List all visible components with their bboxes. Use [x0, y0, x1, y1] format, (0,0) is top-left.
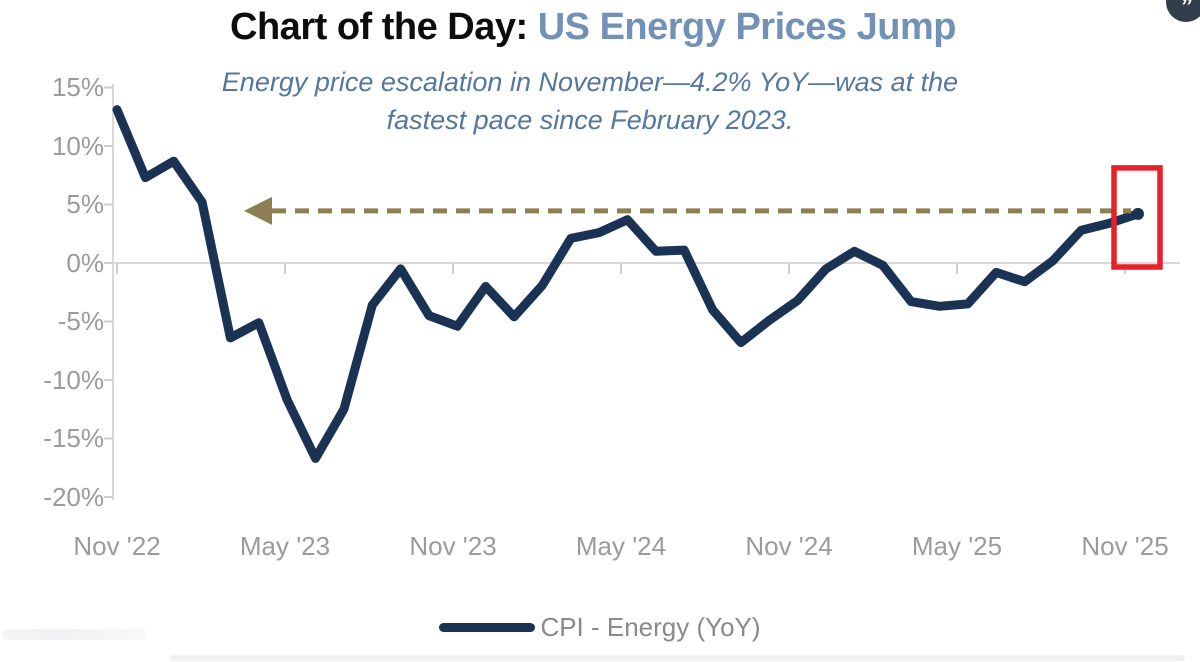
y-axis-label: 10% [51, 131, 104, 161]
chart-subtitle: Energy price escalation in November—4.2%… [0, 63, 1180, 139]
x-axis-label: May '25 [911, 531, 1003, 561]
x-axis-label: Nov '23 [409, 531, 497, 561]
subtitle-line-1: Energy price escalation in November—4.2%… [221, 67, 959, 97]
highlight-box [1111, 165, 1163, 270]
y-axis-ticks [104, 86, 113, 498]
x-axis-label: Nov '22 [73, 531, 161, 561]
y-axis-label: 15% [51, 72, 104, 102]
x-axis-label: May '24 [575, 531, 667, 561]
y-axis-label: 0% [66, 248, 104, 278]
title-prefix: Chart of the Day: [230, 6, 538, 48]
page-title: Chart of the Day: US Energy Prices Jump [0, 4, 1186, 50]
x-axis-ticks [116, 263, 1126, 274]
quote-badge-glyph: ” [1180, 0, 1192, 20]
y-axis-label: 5% [66, 189, 104, 219]
last-point-marker [1132, 207, 1144, 220]
y-axis-label: -20% [43, 482, 104, 512]
y-axis-label: -10% [43, 365, 104, 395]
x-axis-label: Nov '25 [1081, 531, 1169, 561]
subtitle-line-2: fastest pace since February 2023. [386, 105, 794, 135]
quote-badge-icon[interactable]: ” [1166, 0, 1200, 22]
dashed-arrow-head [244, 196, 272, 225]
legend-line-swatch [439, 623, 536, 632]
title-highlight: US Energy Prices Jump [537, 6, 957, 48]
y-axis-label: -5% [57, 306, 104, 336]
bottom-scroll-strip [170, 655, 1185, 661]
watermark-artifact [2, 629, 147, 640]
legend-label: CPI - Energy (YoY) [540, 612, 761, 642]
legend: CPI - Energy (YoY) [0, 612, 1200, 643]
x-axis-label: Nov '24 [745, 531, 833, 561]
x-axis-label: May '23 [239, 531, 331, 561]
y-axis-label: -15% [43, 423, 104, 453]
cpi-energy-line [112, 105, 1143, 463]
